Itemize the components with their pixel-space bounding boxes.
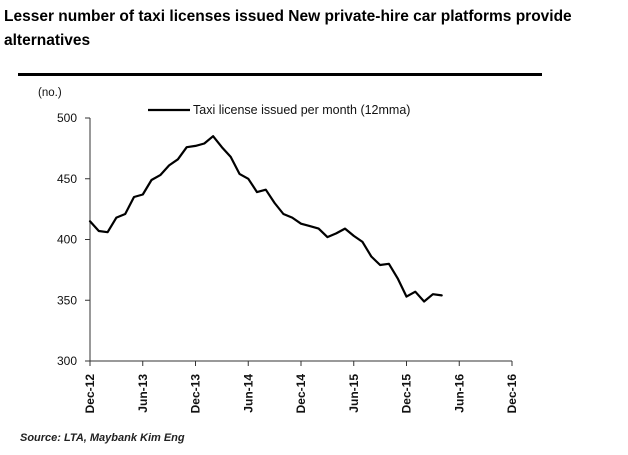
x-tick-label: Dec-15	[400, 374, 414, 414]
y-axis-unit-label: (no.)	[38, 87, 62, 99]
x-tick-label: Dec-13	[189, 374, 203, 414]
legend-label: Taxi license issued per month (12mma)	[193, 103, 410, 117]
x-tick-label: Jun-16	[452, 374, 466, 413]
x-tick-label: Dec-16	[505, 374, 519, 414]
y-tick-label: 450	[57, 172, 77, 186]
x-tick-label: Dec-14	[294, 374, 308, 414]
x-tick-label: Jun-13	[136, 374, 150, 413]
x-tick-label: Jun-14	[241, 374, 255, 413]
x-tick-label: Dec-12	[83, 374, 97, 414]
chart-title: Lesser number of taxi licenses issued Ne…	[4, 8, 572, 49]
source-note: Source: LTA, Maybank Kim Eng	[20, 432, 185, 444]
y-tick-label: 500	[57, 111, 77, 125]
title-divider	[18, 73, 542, 76]
x-tick-label: Jun-15	[347, 374, 361, 413]
y-tick-label: 350	[57, 293, 77, 307]
y-tick-label: 300	[57, 354, 77, 368]
series-line-taxi-licenses	[88, 135, 443, 303]
y-tick-label: 400	[57, 233, 77, 247]
